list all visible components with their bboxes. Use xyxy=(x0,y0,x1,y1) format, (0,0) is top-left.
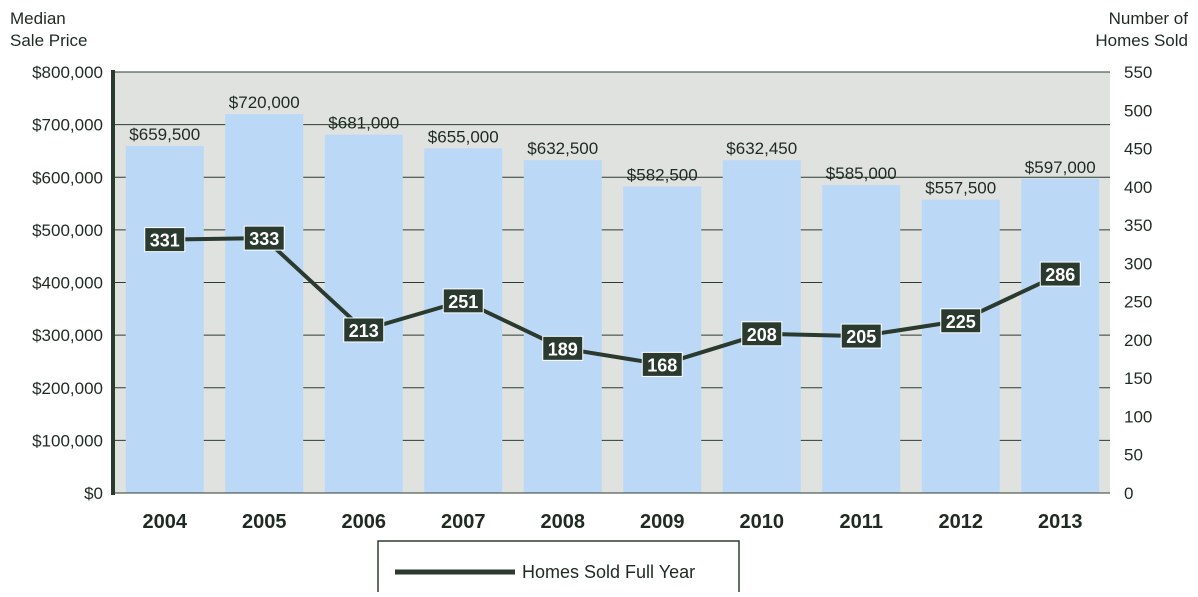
right-tick-label: 550 xyxy=(1124,63,1152,82)
legend-entry: Homes Sold Full Year xyxy=(522,562,695,582)
line-point-label-box xyxy=(144,227,186,253)
right-tick-label: 150 xyxy=(1124,369,1152,388)
bar-value-label: $557,500 xyxy=(925,179,996,198)
right-tick-label: 500 xyxy=(1124,101,1152,120)
right-tick-label: 450 xyxy=(1124,140,1152,159)
right-tick-label: 50 xyxy=(1124,446,1143,465)
bar-value-label: $655,000 xyxy=(428,127,499,146)
line-point-label: 331 xyxy=(150,231,180,251)
bar xyxy=(324,134,403,493)
left-tick-label: $700,000 xyxy=(32,116,103,135)
x-tick-label: 2012 xyxy=(939,511,984,533)
left-tick-label: $0 xyxy=(84,484,103,503)
left-axis-title: Median xyxy=(10,9,66,28)
right-axis-title: Homes Sold xyxy=(1095,31,1188,50)
legend-box xyxy=(377,540,740,597)
x-tick-label: 2013 xyxy=(1038,511,1083,533)
right-tick-label: 0 xyxy=(1124,484,1133,503)
line-point-label-box xyxy=(243,225,285,251)
x-tick-label: 2004 xyxy=(143,511,188,533)
line-point-label: 213 xyxy=(349,321,379,341)
x-tick-label: 2011 xyxy=(840,511,883,533)
left-axis-line xyxy=(111,70,115,495)
line-point-label: 333 xyxy=(249,229,279,249)
bar-value-label: $681,000 xyxy=(328,114,399,133)
bar-value-label: $585,000 xyxy=(826,164,897,183)
left-tick-label: $200,000 xyxy=(32,379,103,398)
x-tick-label: 2005 xyxy=(242,511,287,533)
line-point-label: 286 xyxy=(1045,265,1075,285)
line-point-label: 205 xyxy=(846,327,876,347)
left-tick-label: $400,000 xyxy=(32,274,103,293)
left-tick-label: $600,000 xyxy=(32,168,103,187)
right-tick-label: 100 xyxy=(1124,407,1152,426)
left-tick-label: $300,000 xyxy=(32,326,103,345)
line-point-label: 189 xyxy=(548,339,578,359)
line-point-label: 168 xyxy=(647,355,677,375)
x-tick-label: 2006 xyxy=(342,511,387,533)
x-tick-label: 2008 xyxy=(541,511,586,533)
bar xyxy=(623,186,702,493)
left-tick-label: $800,000 xyxy=(32,63,103,82)
bar xyxy=(125,145,204,494)
bar-value-label: $582,500 xyxy=(627,165,698,184)
right-tick-label: 300 xyxy=(1124,254,1152,273)
x-tick-label: 2009 xyxy=(640,511,685,533)
right-tick-label: 200 xyxy=(1124,331,1152,350)
bar xyxy=(225,114,304,493)
homes-sold-line xyxy=(164,236,1062,367)
line-point-label-box xyxy=(940,308,982,334)
left-tick-label: $100,000 xyxy=(32,431,103,450)
line-point-label-box xyxy=(741,321,783,347)
bar xyxy=(921,199,1000,493)
bar xyxy=(1021,178,1100,494)
line-point-label-box xyxy=(343,317,385,343)
right-tick-label: 400 xyxy=(1124,178,1152,197)
x-tick-label: 2010 xyxy=(740,511,785,533)
bar xyxy=(523,160,602,493)
bar-value-label: $632,450 xyxy=(726,139,797,158)
line-point-label-box xyxy=(641,351,683,377)
x-tick-label: 2007 xyxy=(441,511,486,533)
bar xyxy=(424,148,503,493)
bar-value-label: $597,000 xyxy=(1025,158,1096,177)
left-axis-title: Sale Price xyxy=(10,31,87,50)
line-point-label-box xyxy=(840,323,882,349)
line-point-label-box xyxy=(542,335,584,361)
left-tick-label: $500,000 xyxy=(32,221,103,240)
right-tick-label: 250 xyxy=(1124,293,1152,312)
bar-value-label: $720,000 xyxy=(229,93,300,112)
line-point-label: 208 xyxy=(747,325,777,345)
line-point-label-box xyxy=(442,288,484,314)
line-point-label: 251 xyxy=(448,292,478,312)
right-axis-title: Number of xyxy=(1109,9,1189,28)
line-point-label-box xyxy=(1039,261,1081,287)
bar-value-label: $659,500 xyxy=(129,125,200,144)
right-tick-label: 350 xyxy=(1124,216,1152,235)
bar-value-label: $632,500 xyxy=(527,139,598,158)
line-point-label: 225 xyxy=(946,312,976,332)
